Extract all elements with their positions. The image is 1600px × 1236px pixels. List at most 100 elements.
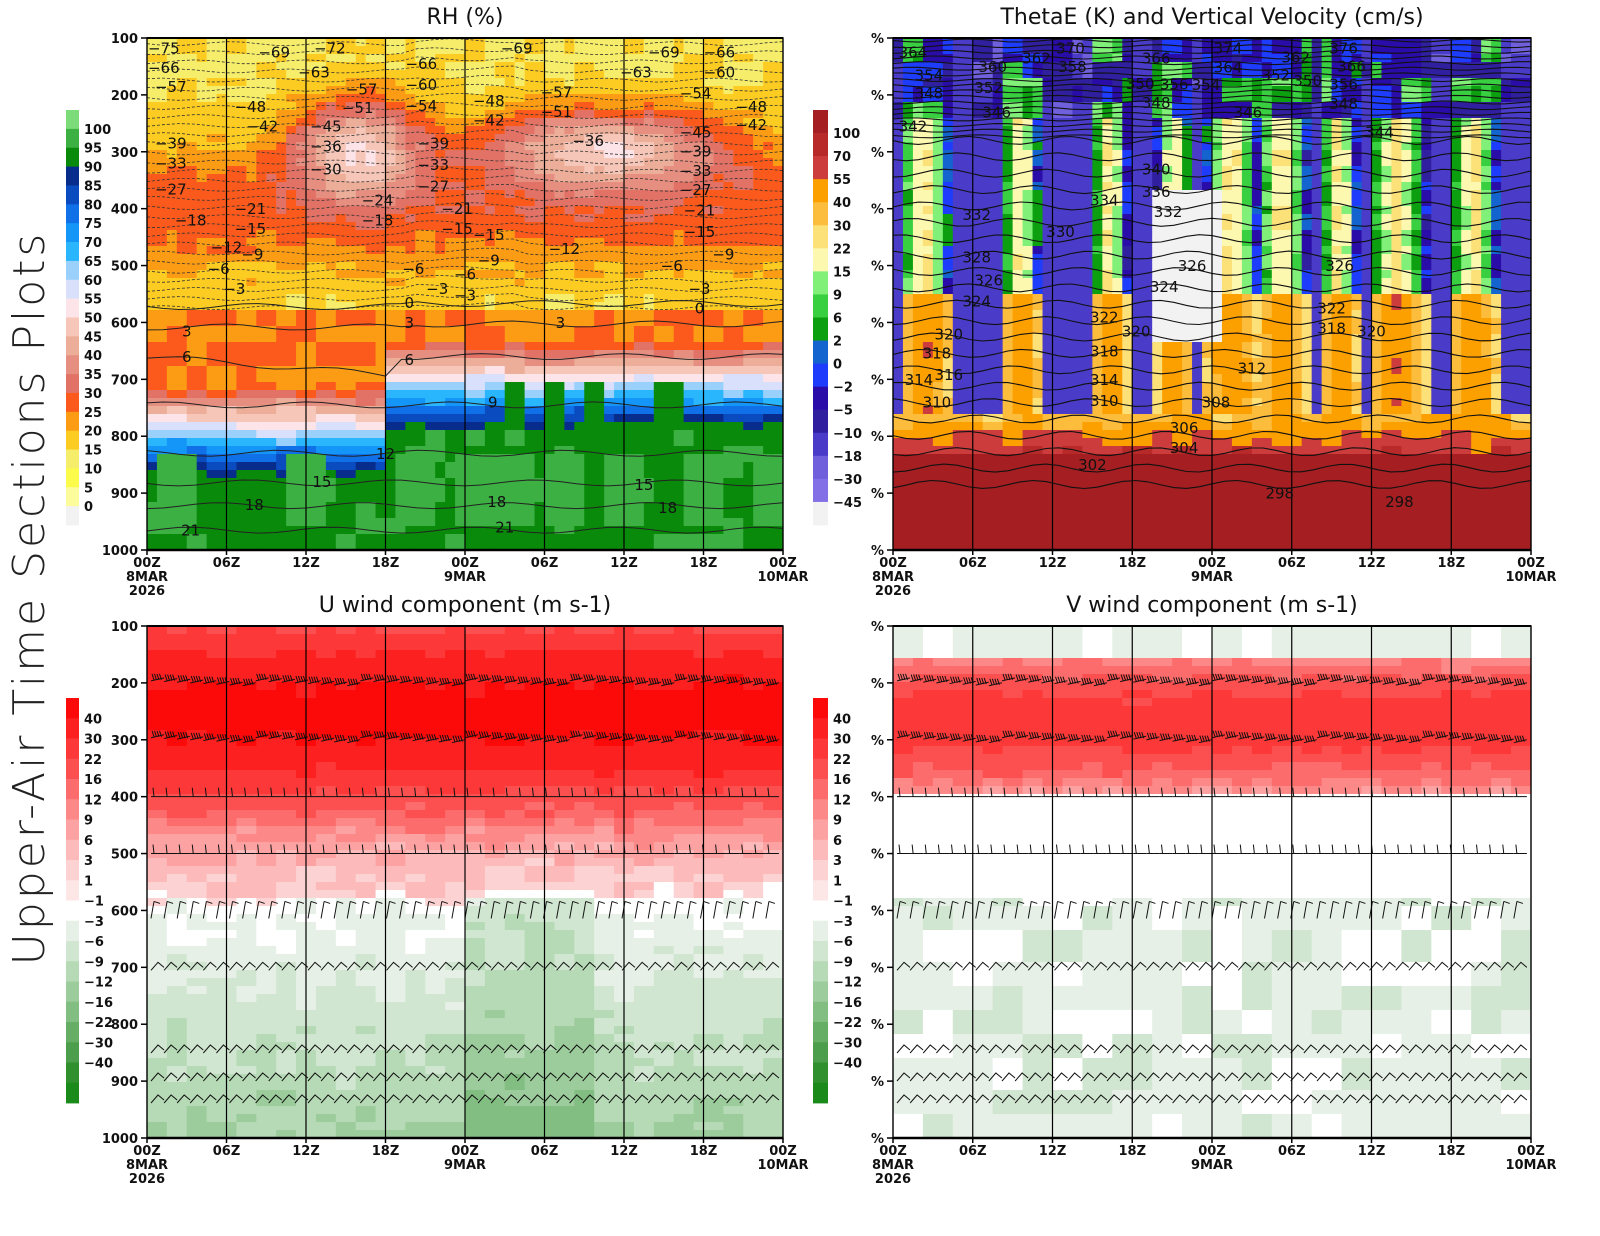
field-cell <box>226 190 238 199</box>
field-cell <box>624 438 635 447</box>
field-cell <box>633 78 645 87</box>
field-cell <box>465 86 476 95</box>
field-cell <box>534 318 546 327</box>
field-cell <box>276 366 287 375</box>
field-cell <box>375 430 387 439</box>
field-cell <box>773 486 783 495</box>
field-cell <box>544 142 556 151</box>
field-cell <box>902 478 914 487</box>
field-cell <box>236 438 247 447</box>
field-cell <box>236 118 247 127</box>
field-cell <box>415 518 426 527</box>
field-cell <box>315 446 327 455</box>
field-cell <box>893 150 904 159</box>
field-cell <box>156 342 168 351</box>
field-cell <box>992 310 1004 319</box>
field-cell <box>405 46 416 55</box>
field-cell <box>196 414 208 423</box>
field-cell <box>345 174 357 183</box>
field-cell <box>325 46 337 55</box>
field-cell <box>494 166 506 175</box>
field-cell <box>624 502 635 511</box>
field-cell <box>564 310 575 319</box>
field-cell <box>415 526 426 535</box>
field-cell <box>296 102 307 111</box>
field-cell <box>564 534 575 543</box>
field-cell <box>683 342 695 351</box>
field-cell <box>455 318 466 327</box>
colorbar-label: 10 <box>84 462 102 477</box>
field-cell <box>345 398 357 407</box>
field-cell <box>902 158 914 167</box>
field-cell <box>773 446 783 455</box>
field-cell <box>743 542 754 550</box>
field-cell <box>733 102 744 111</box>
isotherm-dashed <box>147 183 783 192</box>
field-cell <box>773 286 783 295</box>
field-cell <box>992 70 1004 79</box>
field-cell <box>733 422 744 431</box>
field-cell <box>345 454 357 463</box>
field-cell <box>365 246 377 255</box>
field-cell <box>912 414 924 423</box>
field-cell <box>355 254 367 263</box>
field-cell <box>614 350 625 359</box>
field-cell <box>325 102 337 111</box>
x-tick-label: 06Z <box>213 556 241 571</box>
field-cell <box>494 430 506 439</box>
field-cell <box>455 518 466 527</box>
field-cell <box>733 310 744 319</box>
field-cell <box>276 70 287 79</box>
field-cell <box>296 190 307 199</box>
field-cell <box>425 110 436 119</box>
contour-label: −33 <box>680 162 712 180</box>
field-cell <box>156 462 168 471</box>
isotherm-dashed <box>147 56 783 65</box>
field-cell <box>166 166 178 175</box>
contour-label: 3 <box>182 323 192 341</box>
field-cell <box>296 198 307 207</box>
field-cell <box>683 390 695 399</box>
field-cell <box>455 230 466 239</box>
field-cell <box>176 38 188 47</box>
field-cell <box>484 94 496 103</box>
field-cell <box>614 446 625 455</box>
field-cell <box>385 54 397 63</box>
field-cell <box>534 278 546 287</box>
field-cell <box>932 454 944 463</box>
field-cell <box>494 462 506 471</box>
field-cell <box>544 150 556 159</box>
field-cell <box>763 470 774 479</box>
field-cell <box>594 230 605 239</box>
field-cell <box>385 406 397 415</box>
field-cell <box>345 374 357 383</box>
field-cell <box>345 230 357 239</box>
field-cell <box>465 486 476 495</box>
field-cell <box>663 326 675 335</box>
field-cell <box>743 430 754 439</box>
field-cell <box>465 374 476 383</box>
isotherm-dashed <box>147 65 783 74</box>
field-cell <box>992 318 1004 327</box>
field-cell <box>743 150 754 159</box>
field-cell <box>544 294 556 303</box>
field-cell <box>345 310 357 319</box>
field-cell <box>484 334 496 343</box>
field-cell <box>395 70 406 79</box>
field-cell <box>147 318 158 327</box>
field-cell <box>982 238 994 247</box>
field-cell <box>435 246 446 255</box>
field-cell <box>763 358 774 367</box>
field-cell <box>554 222 565 231</box>
field-cell <box>474 446 486 455</box>
field-cell <box>206 246 218 255</box>
field-cell <box>415 406 426 415</box>
field-cell <box>733 470 744 479</box>
field-cell <box>773 142 783 151</box>
field-cell <box>763 382 774 391</box>
field-cell <box>942 446 954 455</box>
field-cell <box>624 230 635 239</box>
field-cell <box>484 310 496 319</box>
field-cell <box>763 190 774 199</box>
field-cell <box>236 414 247 423</box>
